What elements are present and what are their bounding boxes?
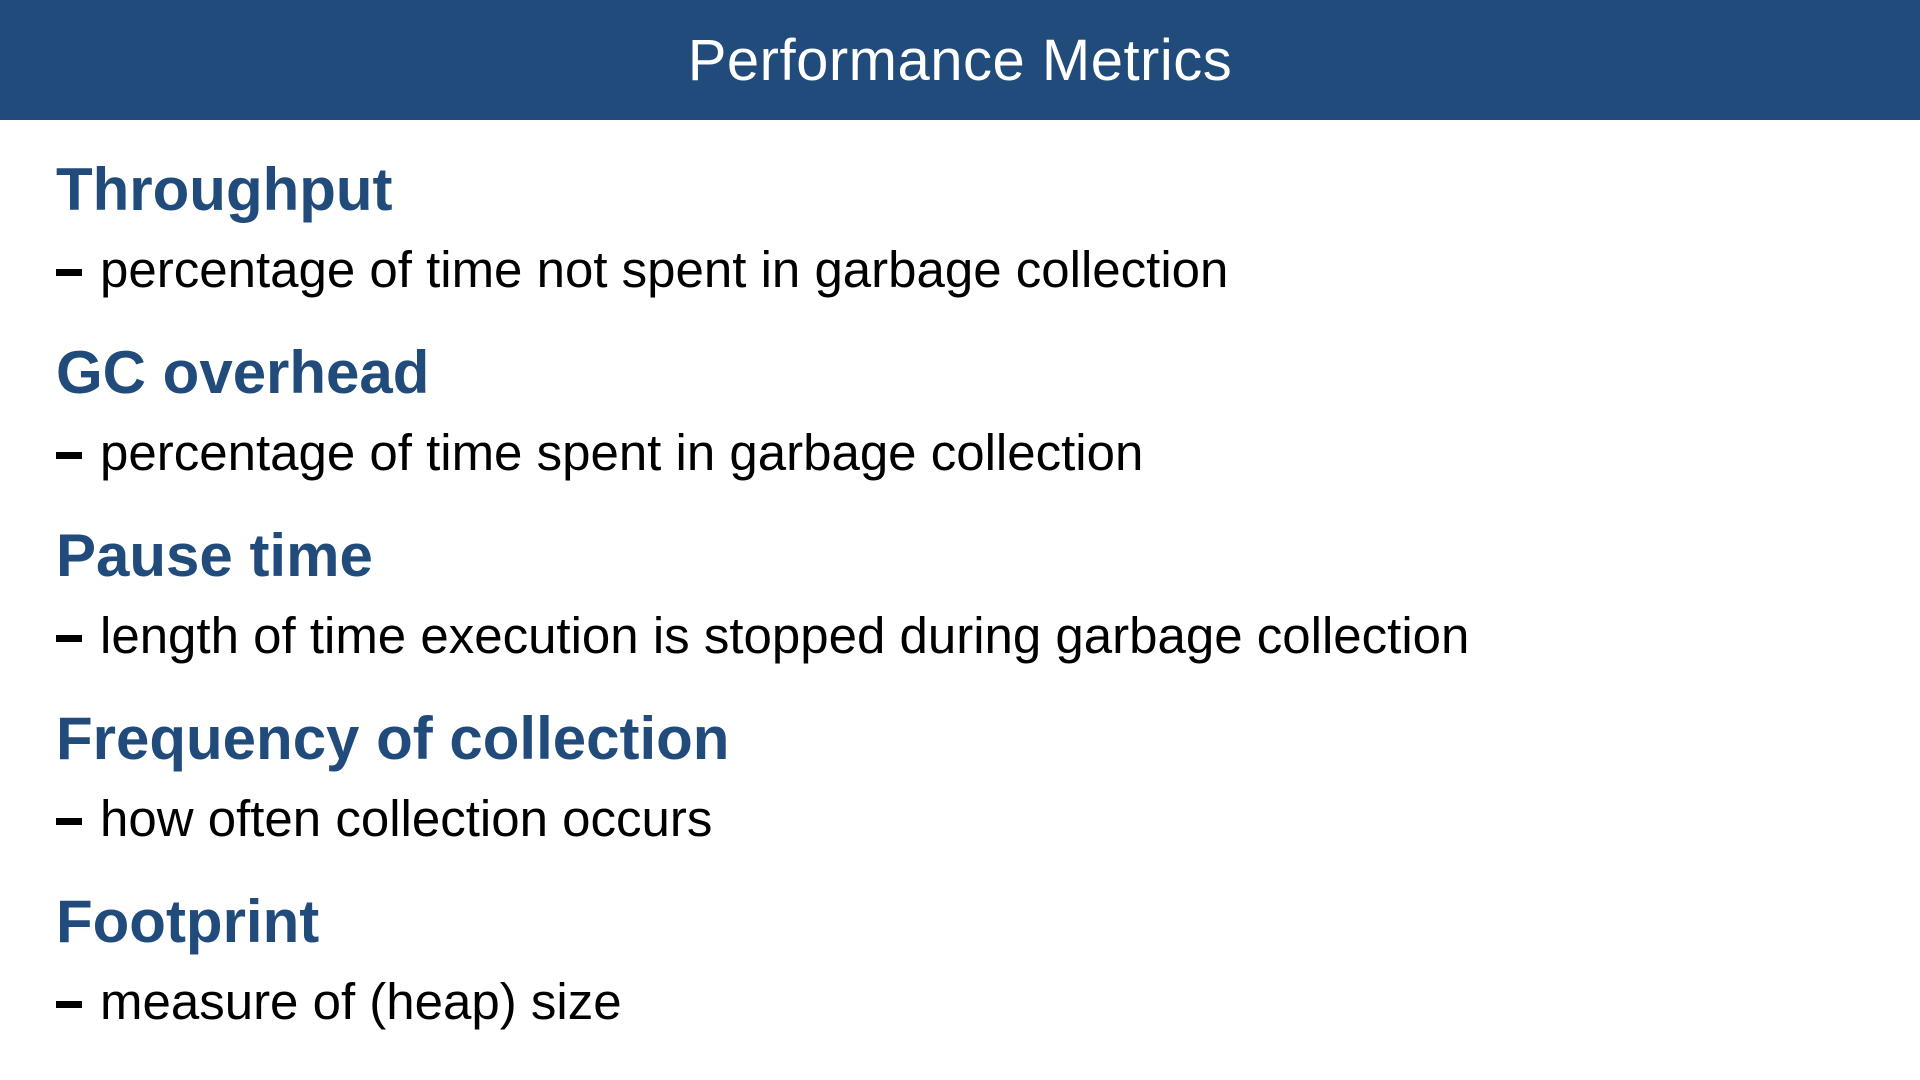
metric-name: Throughput bbox=[56, 156, 393, 223]
title-bar: Performance Metrics bbox=[0, 0, 1920, 120]
metric-description: percentage of time not spent in garbage … bbox=[56, 230, 1856, 310]
metric-description-text: measure of (heap) size bbox=[100, 973, 622, 1030]
dash-bullet bbox=[56, 1000, 82, 1008]
metric-item: Frequency of collection how often collec… bbox=[56, 699, 1856, 882]
dash-bullet bbox=[56, 268, 82, 276]
metric-description-text: length of time execution is stopped duri… bbox=[100, 607, 1470, 664]
dash-bullet bbox=[56, 817, 82, 825]
metric-name: Frequency of collection bbox=[56, 705, 730, 772]
metric-description: percentage of time spent in garbage coll… bbox=[56, 413, 1856, 493]
slide-title: Performance Metrics bbox=[687, 27, 1233, 93]
metric-description: how often collection occurs bbox=[56, 779, 1856, 859]
metric-name: Pause time bbox=[56, 522, 373, 589]
metric-name: Footprint bbox=[56, 888, 320, 955]
metric-item: Throughput percentage of time not spent … bbox=[56, 150, 1856, 333]
metrics-list: Throughput percentage of time not spent … bbox=[56, 150, 1856, 1065]
metric-description: measure of (heap) size bbox=[56, 962, 1856, 1042]
dash-bullet bbox=[56, 634, 82, 642]
metric-description: length of time execution is stopped duri… bbox=[56, 596, 1856, 676]
metric-description-text: percentage of time spent in garbage coll… bbox=[100, 424, 1144, 481]
metric-description-text: percentage of time not spent in garbage … bbox=[100, 241, 1229, 298]
metric-item: GC overhead percentage of time spent in … bbox=[56, 333, 1856, 516]
metric-description-text: how often collection occurs bbox=[100, 790, 713, 847]
metric-item: Footprint measure of (heap) size bbox=[56, 882, 1856, 1065]
metric-name: GC overhead bbox=[56, 339, 430, 406]
dash-bullet bbox=[56, 451, 82, 459]
metric-item: Pause time length of time execution is s… bbox=[56, 516, 1856, 699]
